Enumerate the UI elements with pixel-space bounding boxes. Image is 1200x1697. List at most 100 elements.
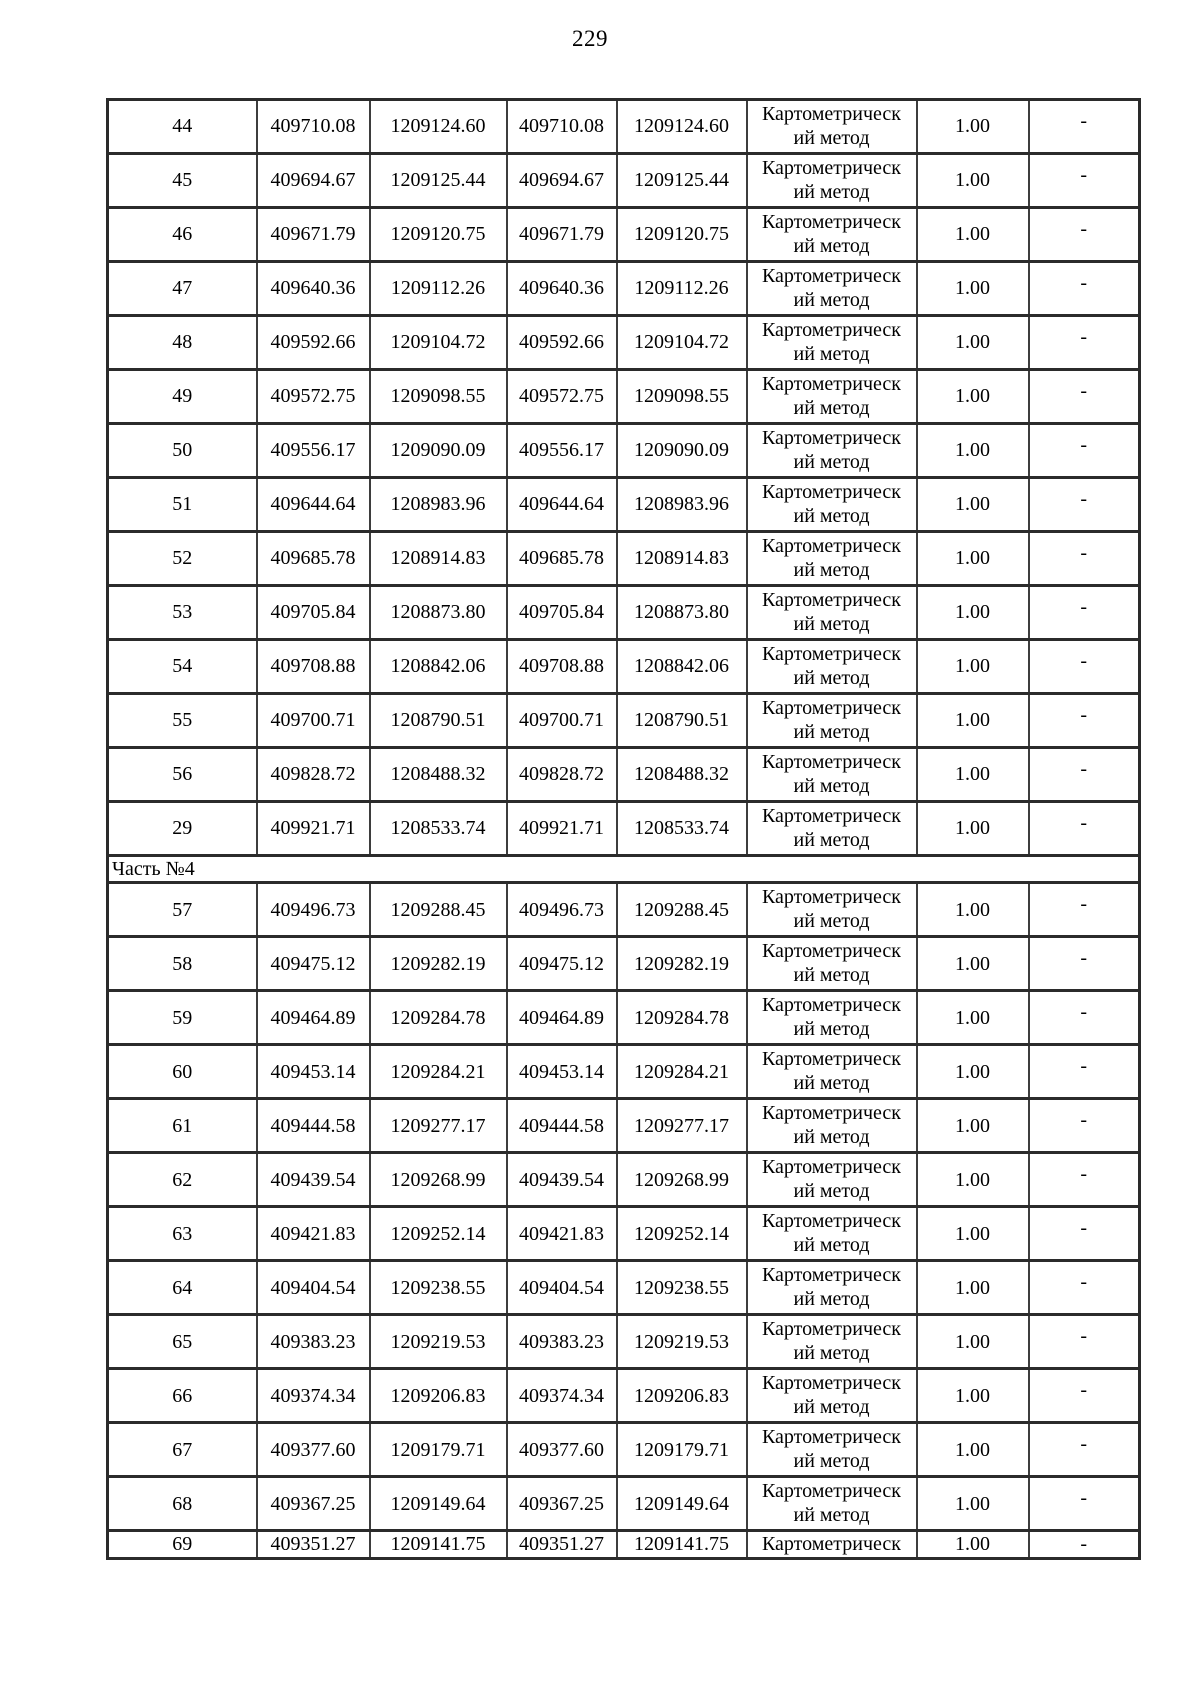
cell-precision: 1.00: [915, 746, 1030, 803]
cell-method: Картометрическ ий метод: [745, 1259, 918, 1317]
cell-precision: 1.00: [915, 1313, 1030, 1371]
cell-y-clarified: 1209098.55: [615, 368, 748, 425]
cell-point-number: 53: [106, 584, 258, 641]
cell-note: -: [1027, 881, 1141, 939]
cell-x: 409464.89: [255, 989, 371, 1047]
method-line-1: Картометрическ: [761, 102, 902, 125]
cell-point-number: 49: [106, 368, 258, 425]
cell-y-clarified: 1209112.26: [615, 260, 748, 317]
cell-x: 409921.71: [255, 800, 371, 857]
table-row: 48 409592.66 1209104.72 409592.66 1209104.72…: [106, 314, 1141, 371]
method-line-1: Картометрическ: [761, 480, 902, 503]
method-line-2: ий метод: [793, 963, 870, 986]
method-line-1: Картометрическ: [761, 318, 902, 341]
cell-point-number: 67: [106, 1421, 258, 1479]
cell-precision: 1.00: [915, 476, 1030, 533]
cell-y-clarified: 1209206.83: [615, 1367, 748, 1425]
cell-y: 1209219.53: [368, 1313, 508, 1371]
cell-point-number: 68: [106, 1475, 258, 1533]
cell-note: -: [1027, 638, 1141, 695]
table-row: 49 409572.75 1209098.55 409572.75 1209098.55…: [106, 368, 1141, 425]
cell-method: Картометрическ ий метод: [745, 260, 918, 317]
cell-y-clarified: 1209124.60: [615, 98, 748, 155]
page-number: 229: [572, 26, 608, 51]
method-line-1: Картометрическ: [761, 264, 902, 287]
table-row: 60 409453.14 1209284.21 409453.14 1209284.21…: [106, 1043, 1141, 1101]
table-row: 56 409828.72 1208488.32 409828.72 1208488.32…: [106, 746, 1141, 803]
cell-x: 409556.17: [255, 422, 371, 479]
method-line-2: ий метод: [793, 396, 870, 419]
cell-precision: 1.00: [915, 800, 1030, 857]
cell-point-number: 48: [106, 314, 258, 371]
method-line-2: ий метод: [793, 288, 870, 311]
cell-method: Картометрическ ий метод: [745, 1313, 918, 1371]
cell-y-clarified: 1209268.99: [615, 1151, 748, 1209]
cell-precision: 1.00: [915, 881, 1030, 939]
cell-x: 409572.75: [255, 368, 371, 425]
method-line-2: ий метод: [793, 1125, 870, 1148]
table-row: 29 409921.71 1208533.74 409921.71 1208533.74…: [106, 800, 1141, 857]
cell-note: -: [1027, 314, 1141, 371]
method-line-2: ий метод: [793, 1071, 870, 1094]
method-line-1: Картометрическ: [761, 696, 902, 719]
cell-x: 409685.78: [255, 530, 371, 587]
method-line-1: Картометрическ: [761, 372, 902, 395]
cell-method: Картометрическ ий метод: [745, 935, 918, 993]
cell-method: Картометрическ ий метод: [745, 989, 918, 1047]
table-row: 46 409671.79 1209120.75 409671.79 1209120.75…: [106, 206, 1141, 263]
method-line-1: Картометрическ: [761, 1372, 902, 1395]
table-row: 51 409644.64 1208983.96 409644.64 1208983.96…: [106, 476, 1141, 533]
cell-x: 409640.36: [255, 260, 371, 317]
cell-y: 1209206.83: [368, 1367, 508, 1425]
method-line-2: ий метод: [793, 1449, 870, 1472]
method-line-1: Картометрическ: [761, 804, 902, 827]
cell-y-clarified: 1209252.14: [615, 1205, 748, 1263]
cell-point-number: 47: [106, 260, 258, 317]
section-label: Часть №4: [106, 853, 1141, 885]
table-row: 68 409367.25 1209149.64 409367.25 1209149.64…: [106, 1475, 1141, 1533]
cell-x: 409496.73: [255, 881, 371, 939]
method-line-1: Картометрическ: [761, 1156, 902, 1179]
cell-precision: 1.00: [915, 1205, 1030, 1263]
cell-precision: 1.00: [915, 314, 1030, 371]
method-line-2: ий метод: [793, 450, 870, 473]
cell-method: Картометрическ ий метод: [745, 422, 918, 479]
cell-note: -: [1027, 692, 1141, 749]
cell-note: -: [1027, 98, 1141, 155]
table-row: 57 409496.73 1209288.45 409496.73 1209288.45…: [106, 881, 1141, 939]
cell-point-number: 59: [106, 989, 258, 1047]
cell-method: Картометрическ ий метод: [745, 530, 918, 587]
cell-note: -: [1027, 800, 1141, 857]
method-line-1: Картометрическ: [761, 1426, 902, 1449]
cell-y: 1209284.21: [368, 1043, 508, 1101]
table-row: 65 409383.23 1209219.53 409383.23 1209219.53…: [106, 1313, 1141, 1371]
cell-x: 409367.25: [255, 1475, 371, 1533]
table-body: 44 409710.08 1209124.60 409710.08 1209124.60…: [106, 98, 1141, 1560]
cell-y-clarified: 1209090.09: [615, 422, 748, 479]
cell-x-clarified: 409640.36: [505, 260, 618, 317]
method-line-2: ий метод: [793, 558, 870, 581]
cell-method: Картометрическ ий метод: [745, 1097, 918, 1155]
cell-x: 409444.58: [255, 1097, 371, 1155]
cell-y: 1209141.75: [368, 1529, 508, 1560]
cell-y-clarified: 1208914.83: [615, 530, 748, 587]
cell-y: 1208790.51: [368, 692, 508, 749]
cell-x-clarified: 409700.71: [505, 692, 618, 749]
cell-y: 1209120.75: [368, 206, 508, 263]
cell-note: -: [1027, 1313, 1141, 1371]
method-line-1: Картометрическ: [761, 1048, 902, 1071]
method-line-1: Картометрическ: [761, 426, 902, 449]
cell-y: 1208842.06: [368, 638, 508, 695]
cell-method: Картометрическ ий метод: [745, 584, 918, 641]
cell-x-clarified: 409439.54: [505, 1151, 618, 1209]
cell-precision: 1.00: [915, 422, 1030, 479]
cell-precision: 1.00: [915, 638, 1030, 695]
cell-method: Картометрическ ий метод: [745, 746, 918, 803]
cell-point-number: 58: [106, 935, 258, 993]
cell-x: 409439.54: [255, 1151, 371, 1209]
cell-note: -: [1027, 1043, 1141, 1101]
cell-note: -: [1027, 152, 1141, 209]
cell-precision: 1.00: [915, 1421, 1030, 1479]
cell-x: 409374.34: [255, 1367, 371, 1425]
